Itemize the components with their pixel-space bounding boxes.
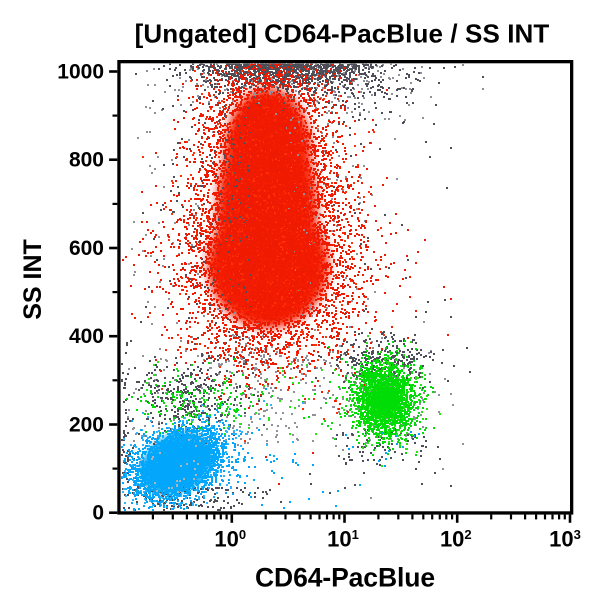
svg-text:200: 200 xyxy=(69,413,104,436)
svg-text:101: 101 xyxy=(327,526,359,551)
svg-text:600: 600 xyxy=(69,237,104,260)
svg-text:SS INT: SS INT xyxy=(19,239,47,320)
svg-text:800: 800 xyxy=(69,149,104,172)
svg-text:[Ungated] CD64-PacBlue / SS IN: [Ungated] CD64-PacBlue / SS INT xyxy=(135,19,550,49)
svg-text:1000: 1000 xyxy=(57,60,104,83)
svg-text:CD64-PacBlue: CD64-PacBlue xyxy=(255,563,435,593)
svg-text:400: 400 xyxy=(69,325,104,348)
svg-text:0: 0 xyxy=(92,502,104,525)
